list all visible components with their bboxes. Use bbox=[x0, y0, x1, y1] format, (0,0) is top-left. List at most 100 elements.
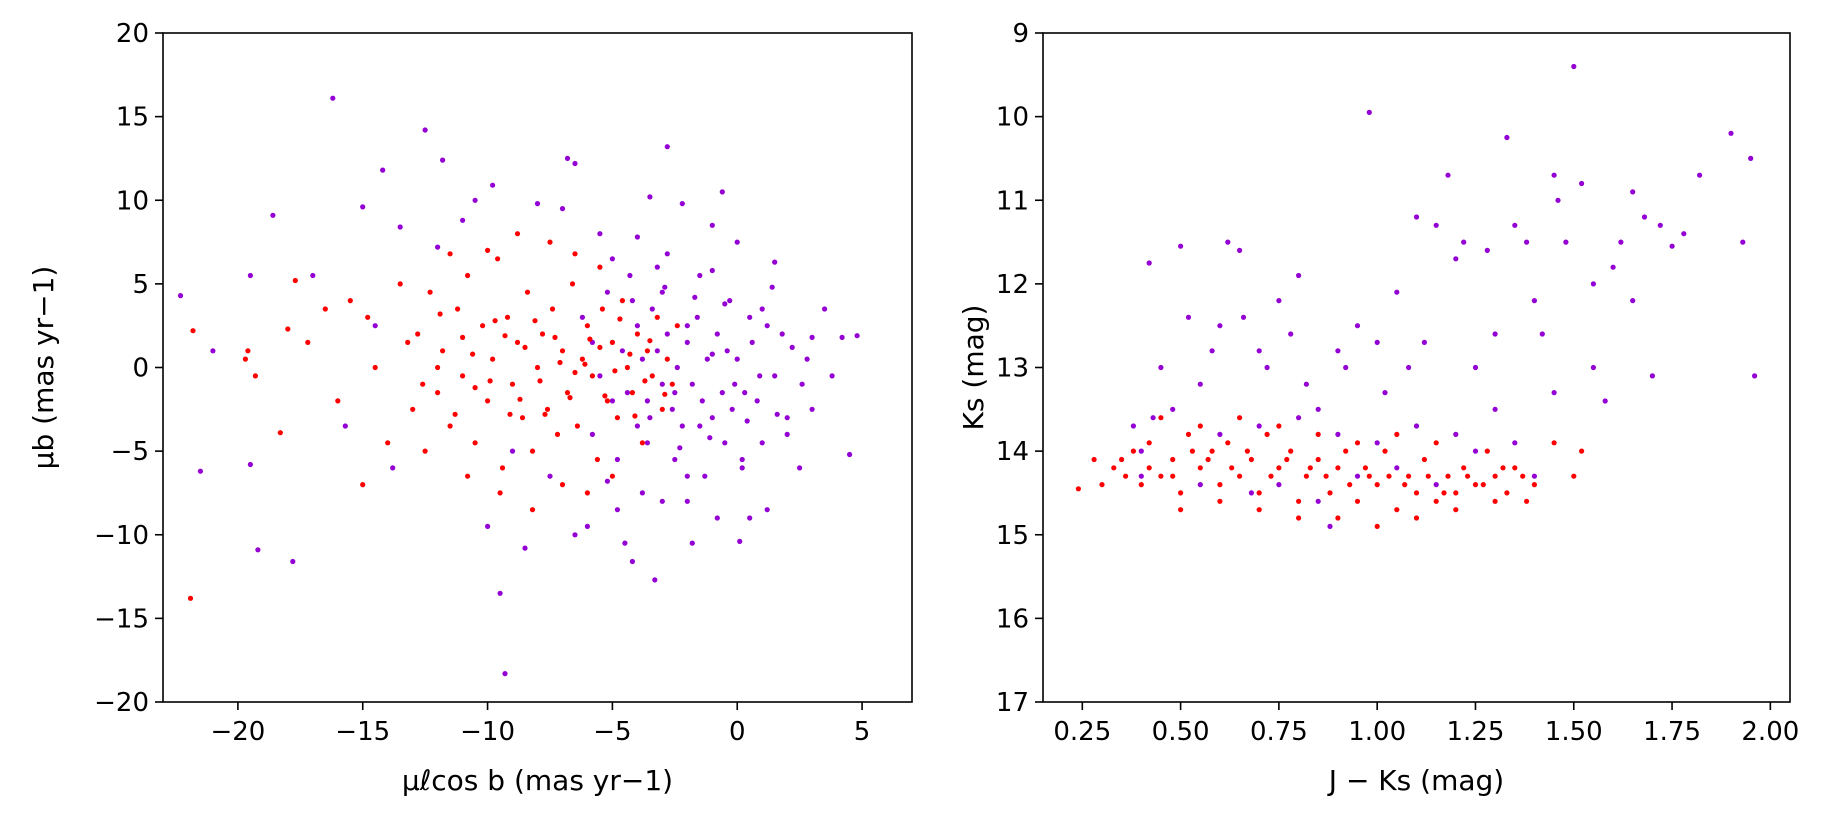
data-point-s0-7 bbox=[1209, 348, 1215, 354]
data-point-s1-70 bbox=[1189, 448, 1195, 454]
x-tick-label: 0 bbox=[729, 717, 746, 747]
y-tick-label: 13 bbox=[996, 354, 1029, 384]
data-point-s1-74 bbox=[1268, 473, 1274, 479]
data-point-s0-41 bbox=[1539, 331, 1545, 337]
data-point-s0-123 bbox=[707, 435, 713, 441]
data-point-s0-65 bbox=[732, 381, 738, 387]
data-point-s0-1 bbox=[197, 468, 203, 474]
data-point-s0-54 bbox=[684, 498, 690, 504]
data-point-s1-22 bbox=[440, 348, 446, 354]
data-point-s0-18 bbox=[440, 157, 446, 163]
data-point-s0-107 bbox=[704, 356, 710, 362]
data-point-s0-6 bbox=[1197, 381, 1203, 387]
data-point-s0-62 bbox=[1130, 423, 1136, 429]
data-point-s1-37 bbox=[1445, 473, 1451, 479]
data-point-s0-65 bbox=[1197, 482, 1203, 488]
data-point-s0-3 bbox=[247, 272, 253, 279]
data-point-s1-60 bbox=[1256, 507, 1262, 513]
data-point-s0-0 bbox=[1138, 448, 1144, 454]
data-point-s1-95 bbox=[420, 381, 426, 387]
data-point-s0-35 bbox=[604, 478, 611, 484]
data-point-s1-24 bbox=[1315, 456, 1321, 463]
data-point-s0-39 bbox=[1524, 239, 1530, 245]
data-point-s0-51 bbox=[672, 456, 678, 463]
data-point-s1-57 bbox=[1433, 440, 1439, 446]
data-point-s1-25 bbox=[1327, 490, 1333, 496]
data-point-s1-38 bbox=[1453, 490, 1459, 496]
data-point-s1-17 bbox=[410, 406, 416, 412]
data-point-s1-106 bbox=[587, 336, 593, 342]
data-point-s1-19 bbox=[422, 448, 428, 454]
data-point-s0-79 bbox=[1374, 440, 1380, 446]
data-point-s0-92 bbox=[634, 323, 641, 329]
data-point-s0-21 bbox=[1343, 364, 1349, 371]
data-point-s0-103 bbox=[684, 339, 690, 345]
data-point-s0-72 bbox=[1472, 448, 1479, 454]
x-tick-label: 1.50 bbox=[1545, 717, 1603, 747]
y-tick-label: 11 bbox=[996, 186, 1029, 216]
data-point-s0-20 bbox=[1335, 348, 1341, 354]
data-point-s0-69 bbox=[1354, 473, 1361, 479]
data-point-s0-23 bbox=[1366, 109, 1372, 115]
data-point-s0-74 bbox=[1531, 473, 1537, 479]
y-tick-label: 10 bbox=[996, 103, 1029, 133]
data-point-s1-66 bbox=[669, 381, 675, 387]
data-point-s1-107 bbox=[602, 393, 608, 399]
data-point-s1-92 bbox=[627, 351, 633, 357]
data-point-s0-138 bbox=[784, 431, 790, 437]
data-point-s1-75 bbox=[1284, 456, 1290, 463]
data-point-s0-129 bbox=[799, 381, 805, 387]
data-point-s1-41 bbox=[544, 406, 551, 412]
data-point-s1-109 bbox=[632, 413, 638, 419]
data-point-s1-12 bbox=[360, 482, 366, 488]
data-point-s0-57 bbox=[1697, 172, 1703, 178]
data-point-s1-26 bbox=[465, 272, 471, 279]
data-point-s1-101 bbox=[517, 396, 523, 402]
data-point-s1-27 bbox=[472, 440, 478, 446]
data-point-s1-63 bbox=[1374, 523, 1380, 530]
data-point-s0-71 bbox=[1433, 482, 1439, 488]
data-point-s0-21 bbox=[485, 523, 491, 530]
data-point-s1-69 bbox=[465, 473, 471, 479]
data-point-s0-124 bbox=[722, 301, 728, 307]
data-point-s1-100 bbox=[502, 333, 508, 339]
data-point-s0-80 bbox=[1413, 423, 1420, 429]
data-point-s1-44 bbox=[1512, 465, 1518, 471]
data-point-s1-49 bbox=[584, 323, 591, 329]
data-point-s0-41 bbox=[634, 234, 641, 240]
data-point-s0-67 bbox=[737, 538, 743, 545]
data-point-s1-3 bbox=[245, 348, 251, 354]
data-point-s0-105 bbox=[694, 314, 700, 320]
data-point-s0-0 bbox=[177, 293, 184, 299]
data-point-s0-15 bbox=[397, 224, 403, 230]
data-point-s0-2 bbox=[210, 348, 216, 354]
data-point-s1-8 bbox=[1158, 473, 1164, 479]
proper-motion-y-axis-label: μb (mas yr−1) bbox=[27, 266, 60, 470]
data-point-s1-80 bbox=[435, 364, 441, 371]
data-point-s0-71 bbox=[754, 398, 760, 404]
data-point-s1-53 bbox=[1276, 423, 1282, 429]
data-point-s1-86 bbox=[537, 378, 543, 384]
data-point-s0-137 bbox=[769, 284, 775, 290]
color-magnitude-x-axis-label: J − Ks (mag) bbox=[1327, 764, 1504, 797]
y-tick-label: 20 bbox=[116, 19, 149, 49]
data-point-s1-17 bbox=[1248, 456, 1254, 463]
data-point-s1-85 bbox=[1480, 482, 1486, 488]
data-point-s0-75 bbox=[1217, 431, 1223, 437]
data-point-s0-14 bbox=[1276, 298, 1282, 304]
data-point-s1-50 bbox=[589, 373, 596, 379]
data-point-s0-125 bbox=[744, 418, 750, 424]
data-point-s0-11 bbox=[360, 204, 366, 210]
data-point-s0-74 bbox=[772, 373, 778, 379]
data-point-s0-126 bbox=[759, 306, 765, 312]
data-point-s0-102 bbox=[679, 423, 685, 429]
data-point-s0-68 bbox=[1315, 498, 1321, 504]
data-point-s1-55 bbox=[614, 415, 621, 421]
data-point-s0-40 bbox=[1531, 298, 1537, 304]
data-point-s1-45 bbox=[564, 390, 571, 396]
data-point-s1-11 bbox=[1185, 431, 1192, 437]
x-tick-label: −5 bbox=[593, 717, 631, 747]
data-point-s1-6 bbox=[1138, 482, 1144, 488]
data-point-s1-111 bbox=[662, 391, 668, 397]
data-point-s1-20 bbox=[427, 289, 433, 295]
